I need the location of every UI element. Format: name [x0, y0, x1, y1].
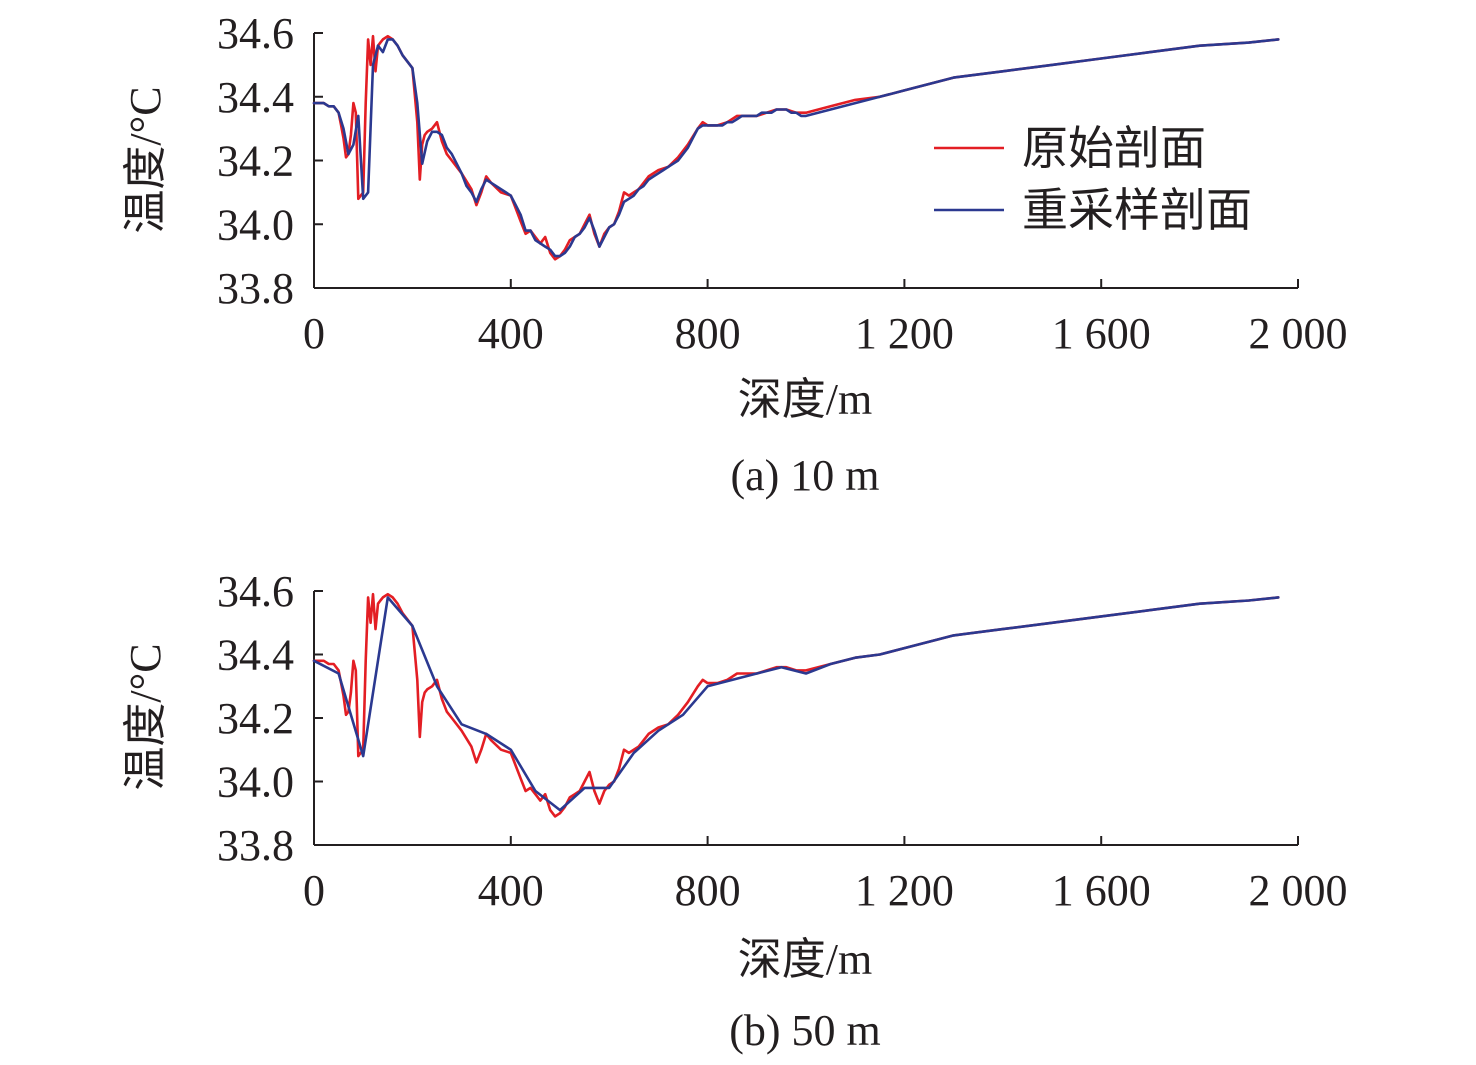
y-tick-label-b: 34.2: [217, 694, 294, 743]
y-axis-title-b: 温度/°C: [121, 643, 170, 790]
caption-b: (b) 50 m: [729, 1006, 881, 1055]
caption-a: (a) 10 m: [730, 451, 879, 500]
x-tick-label-b: 800: [675, 866, 741, 915]
x-tick-label-a: 0: [303, 309, 325, 358]
series-line-resampled-a: [312, 38, 1280, 258]
x-axis-title-b: 深度/m: [738, 935, 872, 984]
y-tick-label-b: 34.6: [217, 567, 294, 616]
y-tick-label-a: 34.4: [217, 73, 294, 122]
y-tick-label-a: 34.2: [217, 137, 294, 186]
plot-area-b: 33.8 34.0 34.2 34.4 34.6 0 400 800 1 200 1 600 2 0…: [217, 567, 1348, 915]
y-tick-label-a: 34.0: [217, 200, 294, 249]
x-tick-label-b: 2 000: [1249, 866, 1348, 915]
x-tick-label-a: 2 000: [1249, 309, 1348, 358]
x-tick-label-b: 1 600: [1052, 866, 1151, 915]
x-tick-label-a: 1 600: [1052, 309, 1151, 358]
legend-label-resampled: 重采样剖面: [1022, 185, 1252, 236]
x-tick-label-b: 1 200: [855, 866, 954, 915]
chart-panel-a: 33.8 34.0 34.2 34.4 34.6 0 400 800 1 200 1 600 2 0…: [121, 9, 1348, 500]
y-tick-label-b: 33.8: [217, 821, 294, 870]
x-axis-title-a: 深度/m: [738, 375, 872, 424]
legend: 原始剖面 重采样剖面: [934, 123, 1252, 236]
x-tick-label-b: 0: [303, 866, 325, 915]
y-tick-label-b: 34.0: [217, 758, 294, 807]
series-line-resampled-b: [312, 596, 1280, 812]
legend-label-original: 原始剖面: [1022, 123, 1206, 174]
chart-panel-b: 33.8 34.0 34.2 34.4 34.6 0 400 800 1 200 1 600 2 0…: [121, 567, 1348, 1055]
y-tick-label-a: 33.8: [217, 264, 294, 313]
x-tick-label-a: 400: [478, 309, 544, 358]
series-line-original-b: [312, 592, 1280, 818]
y-tick-label-a: 34.6: [217, 9, 294, 58]
y-axis-title-a: 温度/°C: [121, 86, 170, 233]
x-tick-label-a: 1 200: [855, 309, 954, 358]
y-tick-label-b: 34.4: [217, 631, 294, 680]
x-tick-label-b: 400: [478, 866, 544, 915]
x-tick-label-a: 800: [675, 309, 741, 358]
plot-area-a: 33.8 34.0 34.2 34.4 34.6 0 400 800 1 200 1 600 2 0…: [217, 9, 1348, 358]
